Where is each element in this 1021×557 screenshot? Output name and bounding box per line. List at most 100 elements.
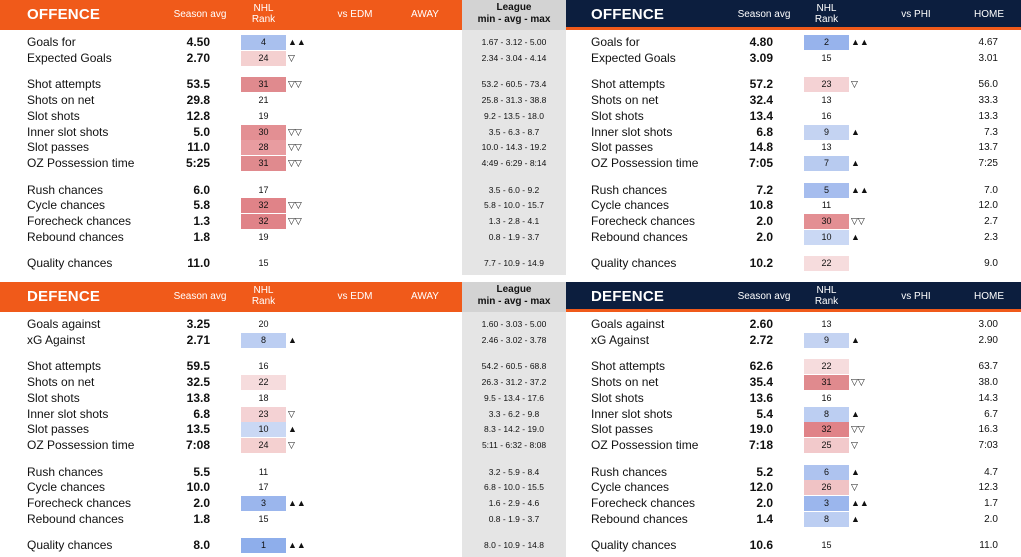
stat-row: OZ Possession time 7:08 24 ▽ 5:11 - 6:32 - 8… xyxy=(0,437,1021,453)
trend-arrows-icon: ▲ xyxy=(288,334,297,345)
nhl-rank-cell: 8 xyxy=(804,511,849,527)
league-range: 4:49 - 6:29 - 8:14 xyxy=(481,157,547,168)
stat-label: Slot shots xyxy=(27,108,80,123)
stat-row: Expected Goals 2.70 24 ▽ 2.34 - 3.04 - 4.14 E… xyxy=(0,50,1021,66)
stat-label: OZ Possession time xyxy=(591,155,699,170)
stat-label: Shots on net xyxy=(27,93,95,108)
defence-panel: DEFENCE Season avg NHL Rank vs EDM AWAY … xyxy=(0,282,1021,557)
trend-arrows-icon: ▲▲ xyxy=(288,498,306,508)
stat-row: Forecheck chances 2.0 3 ▲▲ 1.6 - 2.9 - 4.6 Fo… xyxy=(0,496,1021,511)
stat-label: Rush chances xyxy=(27,182,104,197)
season-avg-value: 5.5 xyxy=(193,464,210,479)
season-avg-value: 3.25 xyxy=(186,317,210,331)
home-value: 2.3 xyxy=(984,231,998,243)
season-avg-value: 19.0 xyxy=(749,422,773,437)
nhl-rank-cell: 17 xyxy=(258,184,269,195)
stat-label: Rush chances xyxy=(591,182,668,197)
stat-row: Goals against 3.25 20 1.60 - 3.03 - 5.00 Goa… xyxy=(0,317,1021,332)
trend-arrows-icon: ▽▽ xyxy=(851,377,865,388)
home-value: 3.00 xyxy=(978,319,998,330)
stat-label: Expected Goals xyxy=(591,50,676,65)
league-range: 2.34 - 3.04 - 4.14 xyxy=(481,52,547,63)
stat-label: Rush chances xyxy=(591,464,668,479)
stat-label: Forecheck chances xyxy=(591,214,696,228)
season-avg-value: 1.8 xyxy=(193,229,210,244)
trend-arrows-icon: ▽ xyxy=(851,439,858,450)
stat-label: Shot attempts xyxy=(591,359,666,374)
home-header: HOME xyxy=(974,291,1004,302)
vs-edm-header: vs EDM xyxy=(337,291,373,302)
season-avg-value: 62.6 xyxy=(749,359,773,374)
stat-row: Inner slot shots 5.0 30 ▽▽ 3.5 - 6.3 - 8.7 In… xyxy=(0,124,1021,140)
season-avg-value: 7:18 xyxy=(748,437,773,452)
league-range: 10.0 - 14.3 - 19.2 xyxy=(481,142,547,153)
nhl-rank-cell: 11 xyxy=(821,200,832,211)
stat-label: Slot shots xyxy=(591,108,644,123)
season-avg-value: 6.8 xyxy=(756,124,773,139)
nhl-rank-cell: 16 xyxy=(258,361,269,372)
season-avg-value: 3.09 xyxy=(749,50,773,65)
league-range: 54.2 - 60.5 - 68.8 xyxy=(481,361,547,372)
nhl-rank-cell: 1 xyxy=(241,538,286,554)
home-value: 11.0 xyxy=(979,540,998,552)
stat-label: Rebound chances xyxy=(27,511,124,526)
stat-label: Rebound chances xyxy=(591,511,688,526)
season-avg-value: 10.0 xyxy=(186,480,210,495)
season-avg-value: 32.4 xyxy=(749,93,773,108)
trend-arrows-icon: ▲▲ xyxy=(851,184,869,195)
season-avg-value: 5.2 xyxy=(756,464,773,479)
home-value: 12.3 xyxy=(978,482,998,494)
stat-row: Quality chances 11.0 15 7.7 - 10.9 - 14.9 Qu… xyxy=(0,256,1021,272)
season-avg-value: 2.0 xyxy=(193,496,210,510)
stat-row: Rebound chances 1.8 15 0.8 - 1.9 - 3.7 Rebou… xyxy=(0,511,1021,527)
stat-label: Quality chances xyxy=(591,538,677,553)
season-avg-header: Season avg xyxy=(737,291,791,302)
league-range: 25.8 - 31.3 - 38.8 xyxy=(481,95,547,106)
season-avg-value: 59.5 xyxy=(186,359,210,374)
nhl-rank-cell: 11 xyxy=(258,466,269,477)
season-avg-value: 5.0 xyxy=(193,124,210,139)
league-range: 2.46 - 3.02 - 3.78 xyxy=(481,334,547,345)
season-avg-header: Season avg xyxy=(737,9,791,20)
trend-arrows-icon: ▽▽ xyxy=(288,126,302,137)
season-avg-value: 8.0 xyxy=(193,538,210,553)
stat-row: Goals for 4.50 4 ▲▲ 1.67 - 3.12 - 5.00 Goals … xyxy=(0,35,1021,50)
nhl-rank-cell: 31 xyxy=(804,375,849,391)
trend-arrows-icon: ▽ xyxy=(851,79,858,90)
section-title: OFFENCE xyxy=(27,6,101,23)
stat-row: Cycle chances 10.0 17 6.8 - 10.0 - 15.5 Cycl… xyxy=(0,480,1021,496)
nhl-rank-cell: 23 xyxy=(804,77,849,93)
stat-label: Forecheck chances xyxy=(27,214,132,228)
home-value: 56.0 xyxy=(978,79,998,91)
trend-arrows-icon: ▽ xyxy=(288,408,295,419)
vs-phi-header: vs PHI xyxy=(901,9,931,20)
season-avg-value: 2.0 xyxy=(756,496,773,510)
trend-arrows-icon: ▲ xyxy=(851,466,860,477)
home-value: 13.3 xyxy=(978,110,998,122)
season-avg-value: 7:08 xyxy=(185,437,210,452)
league-range: 3.5 - 6.3 - 8.7 xyxy=(488,126,540,137)
stat-label: Quality chances xyxy=(27,256,113,271)
offence-header-home: OFFENCE Season avg NHL Rank vs PHI HOME xyxy=(566,0,1021,30)
offence-header-away: OFFENCE Season avg NHL Rank vs EDM AWAY xyxy=(0,0,462,30)
season-avg-value: 10.6 xyxy=(749,538,773,553)
nhl-rank-cell: 3 xyxy=(804,496,849,511)
nhl-rank-cell: 6 xyxy=(804,464,849,480)
season-avg-value: 6.8 xyxy=(193,406,210,421)
nhl-rank-cell: 20 xyxy=(258,319,269,329)
home-value: 38.0 xyxy=(978,377,998,389)
home-value: 7:25 xyxy=(978,157,998,169)
trend-arrows-icon: ▽▽ xyxy=(851,424,865,435)
stat-label: Forecheck chances xyxy=(591,496,696,510)
stat-label: Rebound chances xyxy=(27,229,124,244)
season-avg-header: Season avg xyxy=(173,9,227,20)
stat-row: OZ Possession time 5:25 31 ▽▽ 4:49 - 6:29 - … xyxy=(0,155,1021,171)
nhl-rank-cell: 15 xyxy=(821,540,832,551)
stat-label: Shots on net xyxy=(591,93,659,108)
nhl-rank-cell: 31 xyxy=(241,77,286,93)
stat-label: Goals for xyxy=(27,35,76,49)
stat-label: Rush chances xyxy=(27,464,104,479)
league-range: 5:11 - 6:32 - 8:08 xyxy=(481,439,547,450)
stat-row: Shot attempts 53.5 31 ▽▽ 53.2 - 60.5 - 73.4 S… xyxy=(0,77,1021,93)
nhl-rank-cell: 13 xyxy=(821,95,832,106)
